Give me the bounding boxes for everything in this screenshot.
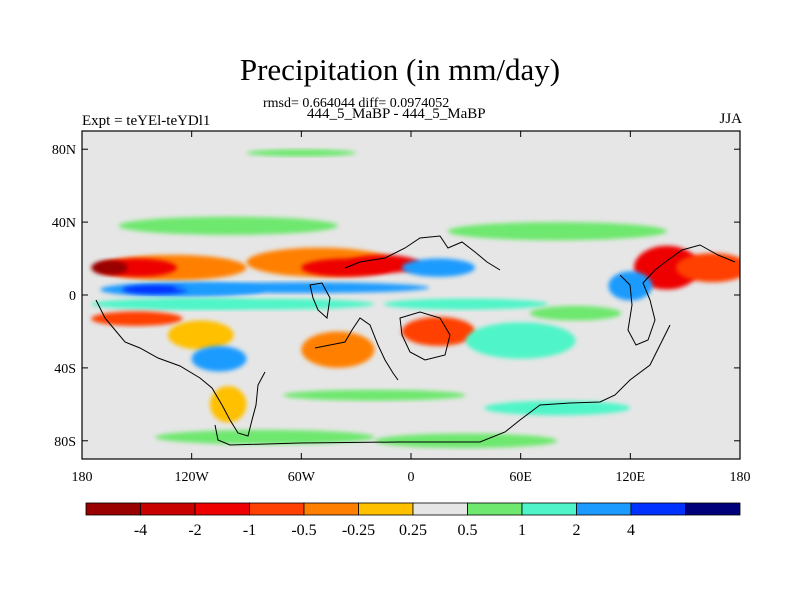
colorbar-swatch xyxy=(685,502,741,516)
coastline-north-africa xyxy=(344,235,501,271)
experiment-label: Expt = teYEl-teYDl1 xyxy=(82,113,211,129)
lat-tick-label: 40S xyxy=(54,362,76,377)
axis-ticks: 180 120W 60W 0 60E 120E 180 80N 40N 0 40S 80S xyxy=(52,131,751,485)
precip-anomaly-region xyxy=(91,311,183,326)
colorbar-swatch xyxy=(194,502,250,516)
coastline-asia-east xyxy=(619,244,736,346)
colorbar-label: -0.25 xyxy=(342,522,375,539)
colorbar-swatch xyxy=(630,502,686,516)
precip-anomaly-region xyxy=(529,305,622,321)
lon-tick-label: 120W xyxy=(175,470,210,485)
precip-anomaly-region xyxy=(383,298,549,310)
precip-anomaly-region xyxy=(465,322,576,359)
lon-tick-label: 120E xyxy=(616,470,646,485)
season-label: JJA xyxy=(719,111,742,127)
precip-anomaly-region xyxy=(155,429,375,445)
lat-tick-label: 80S xyxy=(54,435,76,450)
lon-tick-label: 180 xyxy=(730,470,751,485)
lon-tick-label: 60W xyxy=(288,470,316,485)
precip-anomaly-region xyxy=(676,253,740,283)
lon-tick-label: 60E xyxy=(509,470,532,485)
colorbar-label: -0.5 xyxy=(291,522,316,539)
precip-anomaly-region xyxy=(209,386,247,423)
precip-anomaly-region xyxy=(401,258,475,277)
colorbar-swatch xyxy=(140,502,196,516)
precip-anomaly-region xyxy=(246,149,357,157)
precip-anomaly-region xyxy=(122,284,189,295)
colorbar-label: 1 xyxy=(518,522,526,539)
precip-anomaly-region xyxy=(447,222,667,241)
lat-tick-label: 0 xyxy=(69,289,76,304)
colorbar-label: -2 xyxy=(188,522,201,539)
precip-anomaly-region xyxy=(283,389,466,401)
coastline-africa xyxy=(314,317,399,381)
colorbar-label: 2 xyxy=(573,522,581,539)
coastlines xyxy=(95,235,736,446)
plot-title: Precipitation (in mm/day) xyxy=(239,52,561,87)
colorbar-swatch xyxy=(85,502,141,516)
precip-anomaly-region xyxy=(91,260,128,275)
precip-anomaly-region xyxy=(118,216,338,235)
lon-tick-label: 0 xyxy=(408,470,415,485)
colorbar-swatch xyxy=(576,502,632,516)
lon-tick-label: 180 xyxy=(72,470,93,485)
stats-line: rmsd= 0.664044 diff= 0.0974052 xyxy=(263,96,450,111)
precip-anomaly-region xyxy=(374,433,558,449)
colorbar-swatch xyxy=(412,502,468,516)
precip-anomaly-region xyxy=(633,245,700,290)
precip-anomaly-region xyxy=(155,298,375,310)
precip-anomaly-region xyxy=(167,320,234,350)
colorbar-swatch xyxy=(467,502,523,516)
coastline-south-america xyxy=(95,299,266,437)
colorbar-label: 4 xyxy=(627,522,635,539)
colorbar: -4 -2 -1 -0.5 -0.25 0.25 0.5 1 2 4 xyxy=(85,502,741,539)
coastline-island-australia xyxy=(399,311,451,361)
precip-anomaly-region xyxy=(301,331,375,368)
case-line: 444_5_MaBP - 444_5_MaBP xyxy=(307,106,486,122)
coastline-south-asia xyxy=(309,282,331,319)
precip-anomaly-region xyxy=(484,400,631,416)
colorbar-swatch xyxy=(249,502,305,516)
coastline-antarctica xyxy=(214,324,671,446)
colorbar-swatch xyxy=(358,502,414,516)
precip-anomaly-region xyxy=(173,282,430,294)
colorbar-swatch xyxy=(303,502,359,516)
lat-tick-label: 80N xyxy=(52,143,76,158)
colorbar-label: -4 xyxy=(134,522,147,539)
precip-anomaly-region xyxy=(347,254,421,274)
colorbar-label: -1 xyxy=(243,522,256,539)
colorbar-swatch xyxy=(521,502,577,516)
precip-field xyxy=(91,149,740,449)
precip-anomaly-region xyxy=(191,346,247,372)
lat-tick-label: 40N xyxy=(52,216,76,231)
colorbar-label: 0.5 xyxy=(458,522,478,539)
precip-anomaly-region xyxy=(401,316,475,347)
colorbar-label: 0.25 xyxy=(399,522,427,539)
